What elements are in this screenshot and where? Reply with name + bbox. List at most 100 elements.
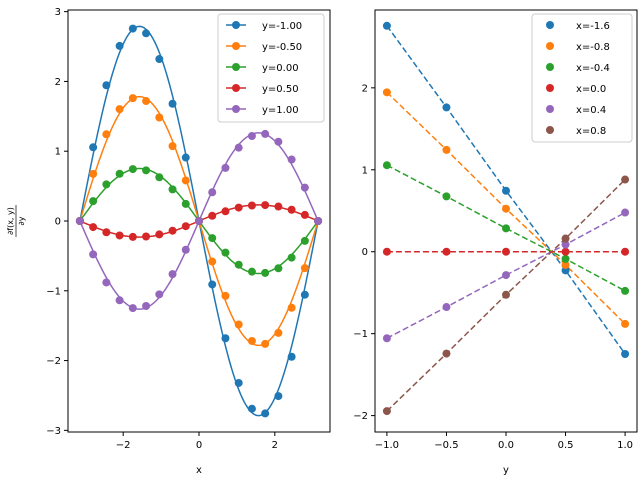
left-marker-1-13 [247, 336, 256, 345]
left-legend-label-1: y=-0.50 [262, 42, 302, 53]
left-marker-0-5 [142, 29, 151, 38]
left-marker-2-3 [115, 169, 124, 178]
left-marker-3-5 [142, 232, 151, 241]
right-series-markers [382, 21, 630, 416]
left-marker-1-4 [128, 94, 137, 103]
right-xtick-label-3: 0.5 [558, 440, 574, 451]
left-marker-2-6 [155, 173, 164, 182]
right-marker-4-4 [621, 208, 630, 217]
left-marker-0-3 [115, 41, 124, 50]
right-marker-4-0 [382, 334, 391, 343]
right-marker-4-1 [442, 303, 451, 312]
left-marker-2-16 [287, 253, 296, 262]
left-marker-3-8 [181, 222, 190, 231]
left-marker-0-1 [89, 143, 98, 152]
left-ytick-label-0: −3 [46, 426, 61, 437]
left-marker-3-12 [234, 203, 243, 212]
left-marker-3-1 [89, 223, 98, 232]
left-marker-4-9 [195, 217, 203, 225]
left-marker-0-14 [261, 409, 270, 418]
right-xtick-label-4: 1.0 [617, 440, 633, 451]
right-marker-5-1 [442, 349, 451, 358]
left-ytick-label-2: −1 [46, 286, 61, 297]
right-marker-0-4 [621, 349, 630, 358]
left-marker-1-2 [102, 130, 111, 139]
left-marker-0-13 [247, 404, 256, 413]
right-marker-0-1 [442, 103, 451, 112]
left-marker-1-3 [115, 105, 124, 114]
left-marker-0-10 [208, 280, 217, 289]
left-marker-1-16 [287, 303, 296, 312]
right-marker-2-0 [382, 161, 391, 170]
left-marker-4-18 [314, 217, 323, 225]
left-marker-3-7 [168, 226, 177, 235]
left-marker-1-5 [142, 97, 151, 106]
right-marker-2-1 [442, 192, 451, 201]
right-ytick-label-2: 0 [362, 247, 368, 258]
left-marker-4-14 [261, 129, 270, 138]
left-marker-0-15 [274, 392, 283, 401]
right-ytick-label-1: −1 [353, 329, 368, 340]
right-xtick-label-2: 0.0 [498, 440, 514, 451]
right-marker-3-3 [561, 247, 570, 256]
left-marker-4-0 [75, 217, 84, 225]
right-xtick-label-1: −0.5 [434, 440, 458, 451]
left-xtick-label-0: −2 [116, 440, 131, 451]
right-marker-5-4 [621, 175, 630, 184]
right-legend-label-4: x=0.4 [576, 105, 606, 116]
right-marker-0-3 [561, 266, 570, 275]
left-xtick-label-1: 0 [196, 440, 202, 451]
left-marker-4-1 [89, 250, 98, 259]
left-marker-0-17 [300, 290, 309, 299]
left-marker-0-4 [128, 24, 137, 33]
left-marker-3-17 [300, 210, 309, 219]
left-legend: y=-1.00 y=-0.50 y=0.00 y=0.50 y=1.00 [217, 13, 325, 123]
right-marker-1-3 [561, 260, 570, 269]
left-marker-1-1 [89, 169, 98, 178]
right-ytick-label-3: 1 [362, 165, 368, 176]
left-marker-1-17 [300, 264, 309, 273]
left-marker-4-10 [208, 188, 217, 197]
left-marker-4-15 [274, 137, 283, 146]
left-marker-3-3 [115, 231, 124, 240]
left-xtick-label-2: 2 [272, 440, 278, 451]
left-marker-3-6 [155, 230, 164, 239]
left-legend-label-4: y=1.00 [262, 105, 299, 116]
left-marker-2-15 [274, 264, 283, 273]
left-ytick-label-5: 2 [55, 77, 61, 88]
left-y-axis-label: ∂f(x, y) ∂y [6, 205, 26, 237]
right-legend-marker-4 [546, 105, 554, 113]
right-legend-label-0: x=-1.6 [576, 21, 610, 32]
left-marker-0-11 [221, 334, 230, 343]
left-marker-2-7 [168, 185, 177, 194]
left-marker-4-3 [115, 296, 124, 305]
left-marker-1-15 [274, 328, 283, 337]
left-marker-2-1 [89, 197, 98, 206]
left-marker-4-12 [234, 143, 243, 152]
left-marker-2-13 [247, 267, 256, 276]
left-marker-0-12 [234, 378, 243, 387]
left-legend-label-3: y=0.50 [262, 84, 299, 95]
right-y-ticks: −2 −1 0 1 2 [353, 83, 375, 422]
right-legend-label-2: x=-0.4 [576, 63, 610, 74]
right-legend: x=-1.6 x=-0.8 x=-0.4 x=0.0 x=0.4 x=0.8 [531, 13, 633, 143]
left-marker-2-5 [142, 166, 151, 175]
right-marker-0-2 [502, 186, 510, 195]
left-legend-box [217, 13, 325, 123]
right-legend-marker-5 [546, 126, 554, 134]
left-marker-1-8 [181, 176, 190, 185]
left-marker-0-8 [181, 153, 190, 162]
right-marker-5-0 [382, 407, 391, 416]
left-marker-4-6 [155, 290, 164, 299]
right-legend-marker-0 [546, 21, 554, 29]
right-marker-1-0 [382, 88, 391, 97]
left-marker-3-13 [247, 201, 256, 210]
left-ytick-label-3: 0 [55, 217, 61, 228]
left-marker-2-12 [234, 260, 243, 269]
left-marker-4-2 [102, 278, 111, 287]
right-marker-3-1 [442, 247, 451, 256]
left-marker-3-14 [261, 201, 270, 210]
left-legend-label-0: y=-1.00 [262, 21, 302, 32]
right-marker-3-4 [621, 247, 630, 256]
